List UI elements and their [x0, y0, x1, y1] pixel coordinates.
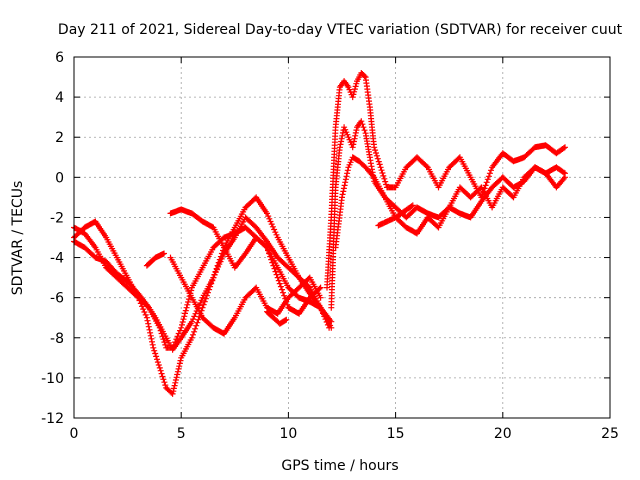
marker-path — [264, 308, 290, 327]
grid — [74, 57, 610, 418]
x-tick-label: 20 — [494, 426, 512, 442]
satellite-track-8 — [332, 154, 568, 251]
x-tick-label: 5 — [177, 426, 186, 442]
y-tick-label: -10 — [41, 371, 64, 387]
y-tick-label: -8 — [50, 331, 64, 347]
satellite-track-10 — [264, 308, 290, 327]
x-axis-label: GPS time / hours — [281, 458, 398, 474]
satellite-track-4 — [167, 206, 324, 317]
y-tick-label: -12 — [41, 411, 64, 427]
satellite-track-5 — [167, 254, 324, 337]
y-tick-label: 0 — [55, 170, 64, 186]
x-tick-label: 0 — [70, 426, 79, 442]
chart-title: Day 211 of 2021, Sidereal Day-to-day VTE… — [58, 22, 623, 38]
tick-labels: 0 5 10 15 20 25 -12 -10 -8 -6 -4 -2 0 2 4 6 — [41, 50, 619, 442]
satellite-track-9 — [143, 250, 167, 269]
marker-path — [375, 202, 416, 229]
x-tick-label: 25 — [601, 426, 619, 442]
y-tick-label: 2 — [55, 130, 64, 146]
y-tick-label: 6 — [55, 50, 64, 66]
marker-path — [332, 154, 568, 251]
y-tick-label: -4 — [50, 251, 64, 267]
marker-path — [167, 254, 324, 337]
marker-path — [143, 250, 167, 269]
y-tick-label: 4 — [55, 90, 64, 106]
ticks — [73, 56, 611, 419]
x-tick-label: 10 — [279, 426, 297, 442]
y-tick-label: -2 — [50, 210, 64, 226]
plot-frame — [73, 56, 611, 419]
marker-path — [167, 206, 324, 317]
marker-path — [71, 214, 335, 353]
satellite-track-3 — [71, 214, 335, 353]
x-tick-label: 15 — [387, 426, 405, 442]
satellite-track-11 — [375, 202, 416, 229]
y-tick-label: -6 — [50, 291, 64, 307]
data-points — [71, 70, 568, 397]
y-axis-label: SDTVAR / TECUs — [10, 181, 26, 296]
